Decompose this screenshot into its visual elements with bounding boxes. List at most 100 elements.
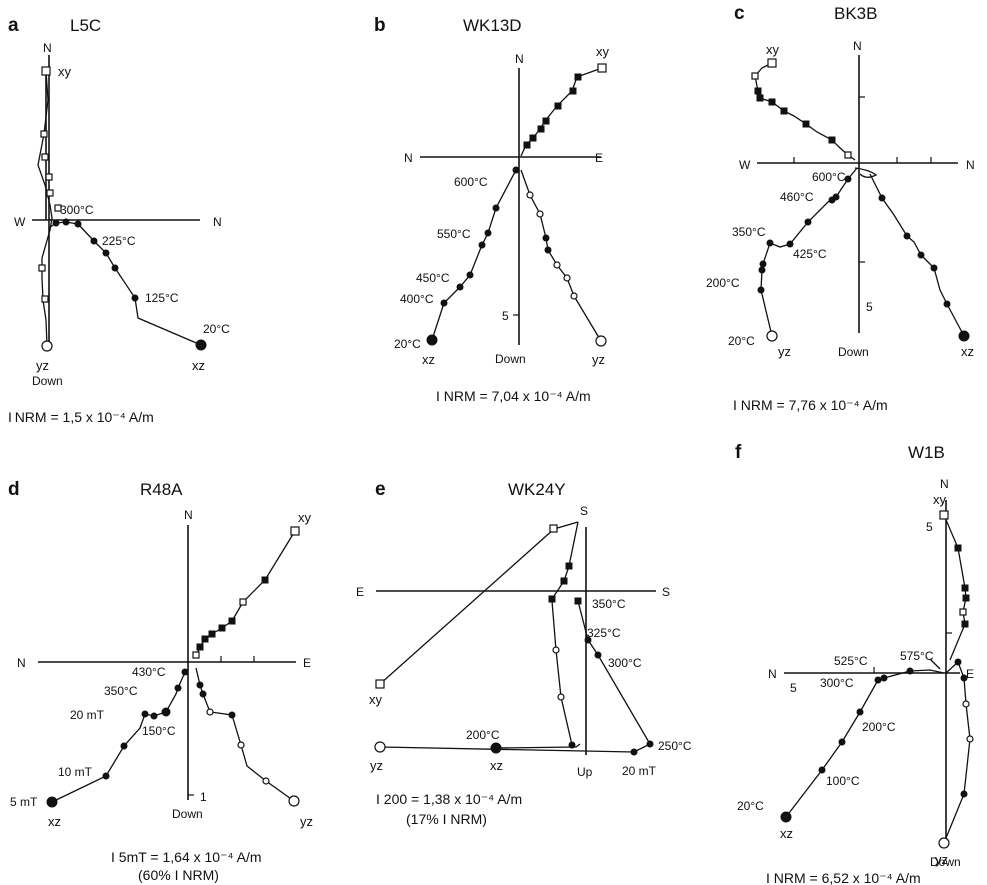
end-label-xz: xz — [422, 352, 435, 367]
axis-label-right: S — [662, 585, 670, 599]
data-point — [111, 264, 119, 272]
data-point — [756, 94, 764, 102]
data-point — [375, 679, 385, 689]
axis-scale-label: 5 — [926, 520, 933, 534]
axis-label-bottom: Down — [32, 374, 63, 388]
end-label-yz: yz — [778, 344, 791, 359]
panel-title: BK3B — [834, 4, 877, 23]
step-label: 325°C — [587, 626, 621, 640]
vertical-projection-points — [426, 166, 520, 346]
vertical-projection-trace — [379, 600, 651, 753]
data-point — [536, 210, 544, 218]
end-label-xz: xz — [780, 826, 793, 841]
horizontal-projection-points — [192, 526, 300, 659]
data-point — [262, 777, 270, 785]
step-label: 350°C — [732, 225, 766, 239]
vertical-projection-points — [757, 175, 852, 342]
data-point — [41, 295, 49, 303]
data-point — [492, 204, 500, 212]
vertical-projection-trace — [431, 169, 517, 341]
data-point — [954, 544, 962, 552]
data-point — [526, 191, 534, 199]
data-point — [484, 229, 492, 237]
data-point — [38, 264, 46, 272]
axis-label-bottom: Up — [577, 765, 593, 779]
data-point — [959, 608, 967, 616]
step-label: 600°C — [454, 175, 488, 189]
data-point — [856, 708, 864, 716]
data-point — [880, 674, 888, 682]
step-label: 425°C — [793, 247, 827, 261]
horizontal-projection-points — [751, 58, 852, 159]
data-point — [45, 173, 53, 181]
step-label: 350°C — [104, 684, 138, 698]
axis-label-bottom: Down — [930, 855, 961, 869]
axis-scale-label: 5 — [790, 681, 797, 695]
step-label: 150°C — [142, 724, 176, 738]
data-point — [512, 166, 520, 174]
data-point — [767, 58, 777, 68]
horizontal-projection-trace — [195, 530, 296, 658]
end-label-yz: yz — [300, 814, 313, 829]
data-point — [565, 562, 573, 570]
data-point — [41, 153, 49, 161]
end-label-xy: xy — [933, 492, 947, 507]
step-label: 20°C — [737, 799, 764, 813]
data-point — [62, 218, 70, 226]
data-point — [874, 676, 882, 684]
end-label-xy: xy — [58, 64, 72, 79]
data-point — [196, 681, 204, 689]
axis-label-top: S — [580, 504, 588, 518]
intensity-label: I 200 = 1,38 x 10⁻⁴ A/m — [376, 791, 522, 807]
data-point — [161, 707, 171, 717]
data-point — [569, 87, 577, 95]
data-point — [961, 620, 969, 628]
data-point — [544, 246, 552, 254]
data-point — [195, 339, 207, 351]
axis-label-left: N — [17, 656, 26, 670]
intensity-fraction: (17% I NRM) — [406, 811, 487, 827]
panel-a: a L5C N W N Down — [8, 15, 230, 425]
axis-label-right: E — [966, 667, 974, 681]
data-point — [630, 748, 638, 756]
data-point — [41, 66, 51, 76]
data-point — [174, 684, 182, 692]
data-point — [930, 264, 938, 272]
data-point — [228, 711, 236, 719]
horizontal-projection-trace — [551, 521, 579, 746]
step-label: 575°C — [900, 649, 934, 663]
step-label: 5 mT — [10, 795, 38, 809]
end-label-yz: yz — [36, 358, 49, 373]
axis-label-left: E — [356, 585, 364, 599]
data-point — [120, 742, 128, 750]
step-label: 350°C — [592, 597, 626, 611]
data-point — [804, 218, 812, 226]
data-point — [754, 87, 762, 95]
step-label: 525°C — [834, 654, 868, 668]
vertical-projection-trace — [785, 669, 945, 818]
data-point — [961, 584, 969, 592]
data-point — [597, 63, 607, 73]
axis-label-bottom: Down — [172, 807, 203, 821]
nrm-intensity: I NRM = 6,52 x 10⁻⁴ A/m — [766, 870, 921, 885]
step-label: 20°C — [203, 322, 230, 336]
step-label: 200°C — [466, 728, 500, 742]
vertical-projection-points — [52, 218, 207, 351]
data-point — [759, 260, 767, 268]
panel-title: R48A — [140, 480, 183, 499]
axis-label-left: N — [404, 151, 413, 165]
data-point — [554, 102, 562, 110]
data-point — [962, 594, 970, 602]
nrm-intensity: I NRM = 7,76 x 10⁻⁴ A/m — [733, 397, 888, 413]
data-point — [542, 234, 550, 242]
panel-title: W1B — [908, 443, 945, 462]
step-label: 300°C — [820, 676, 854, 690]
data-point — [563, 274, 571, 282]
ns-projection-trace — [195, 667, 295, 802]
panel-e: e WK24Y S E S Up — [356, 479, 692, 827]
data-point — [966, 735, 974, 743]
ns-projection-points — [878, 194, 970, 342]
panel-f: f W1B N N E Down 5 5 — [735, 442, 974, 885]
step-label: 100°C — [826, 774, 860, 788]
axis-label-top: N — [940, 477, 949, 491]
